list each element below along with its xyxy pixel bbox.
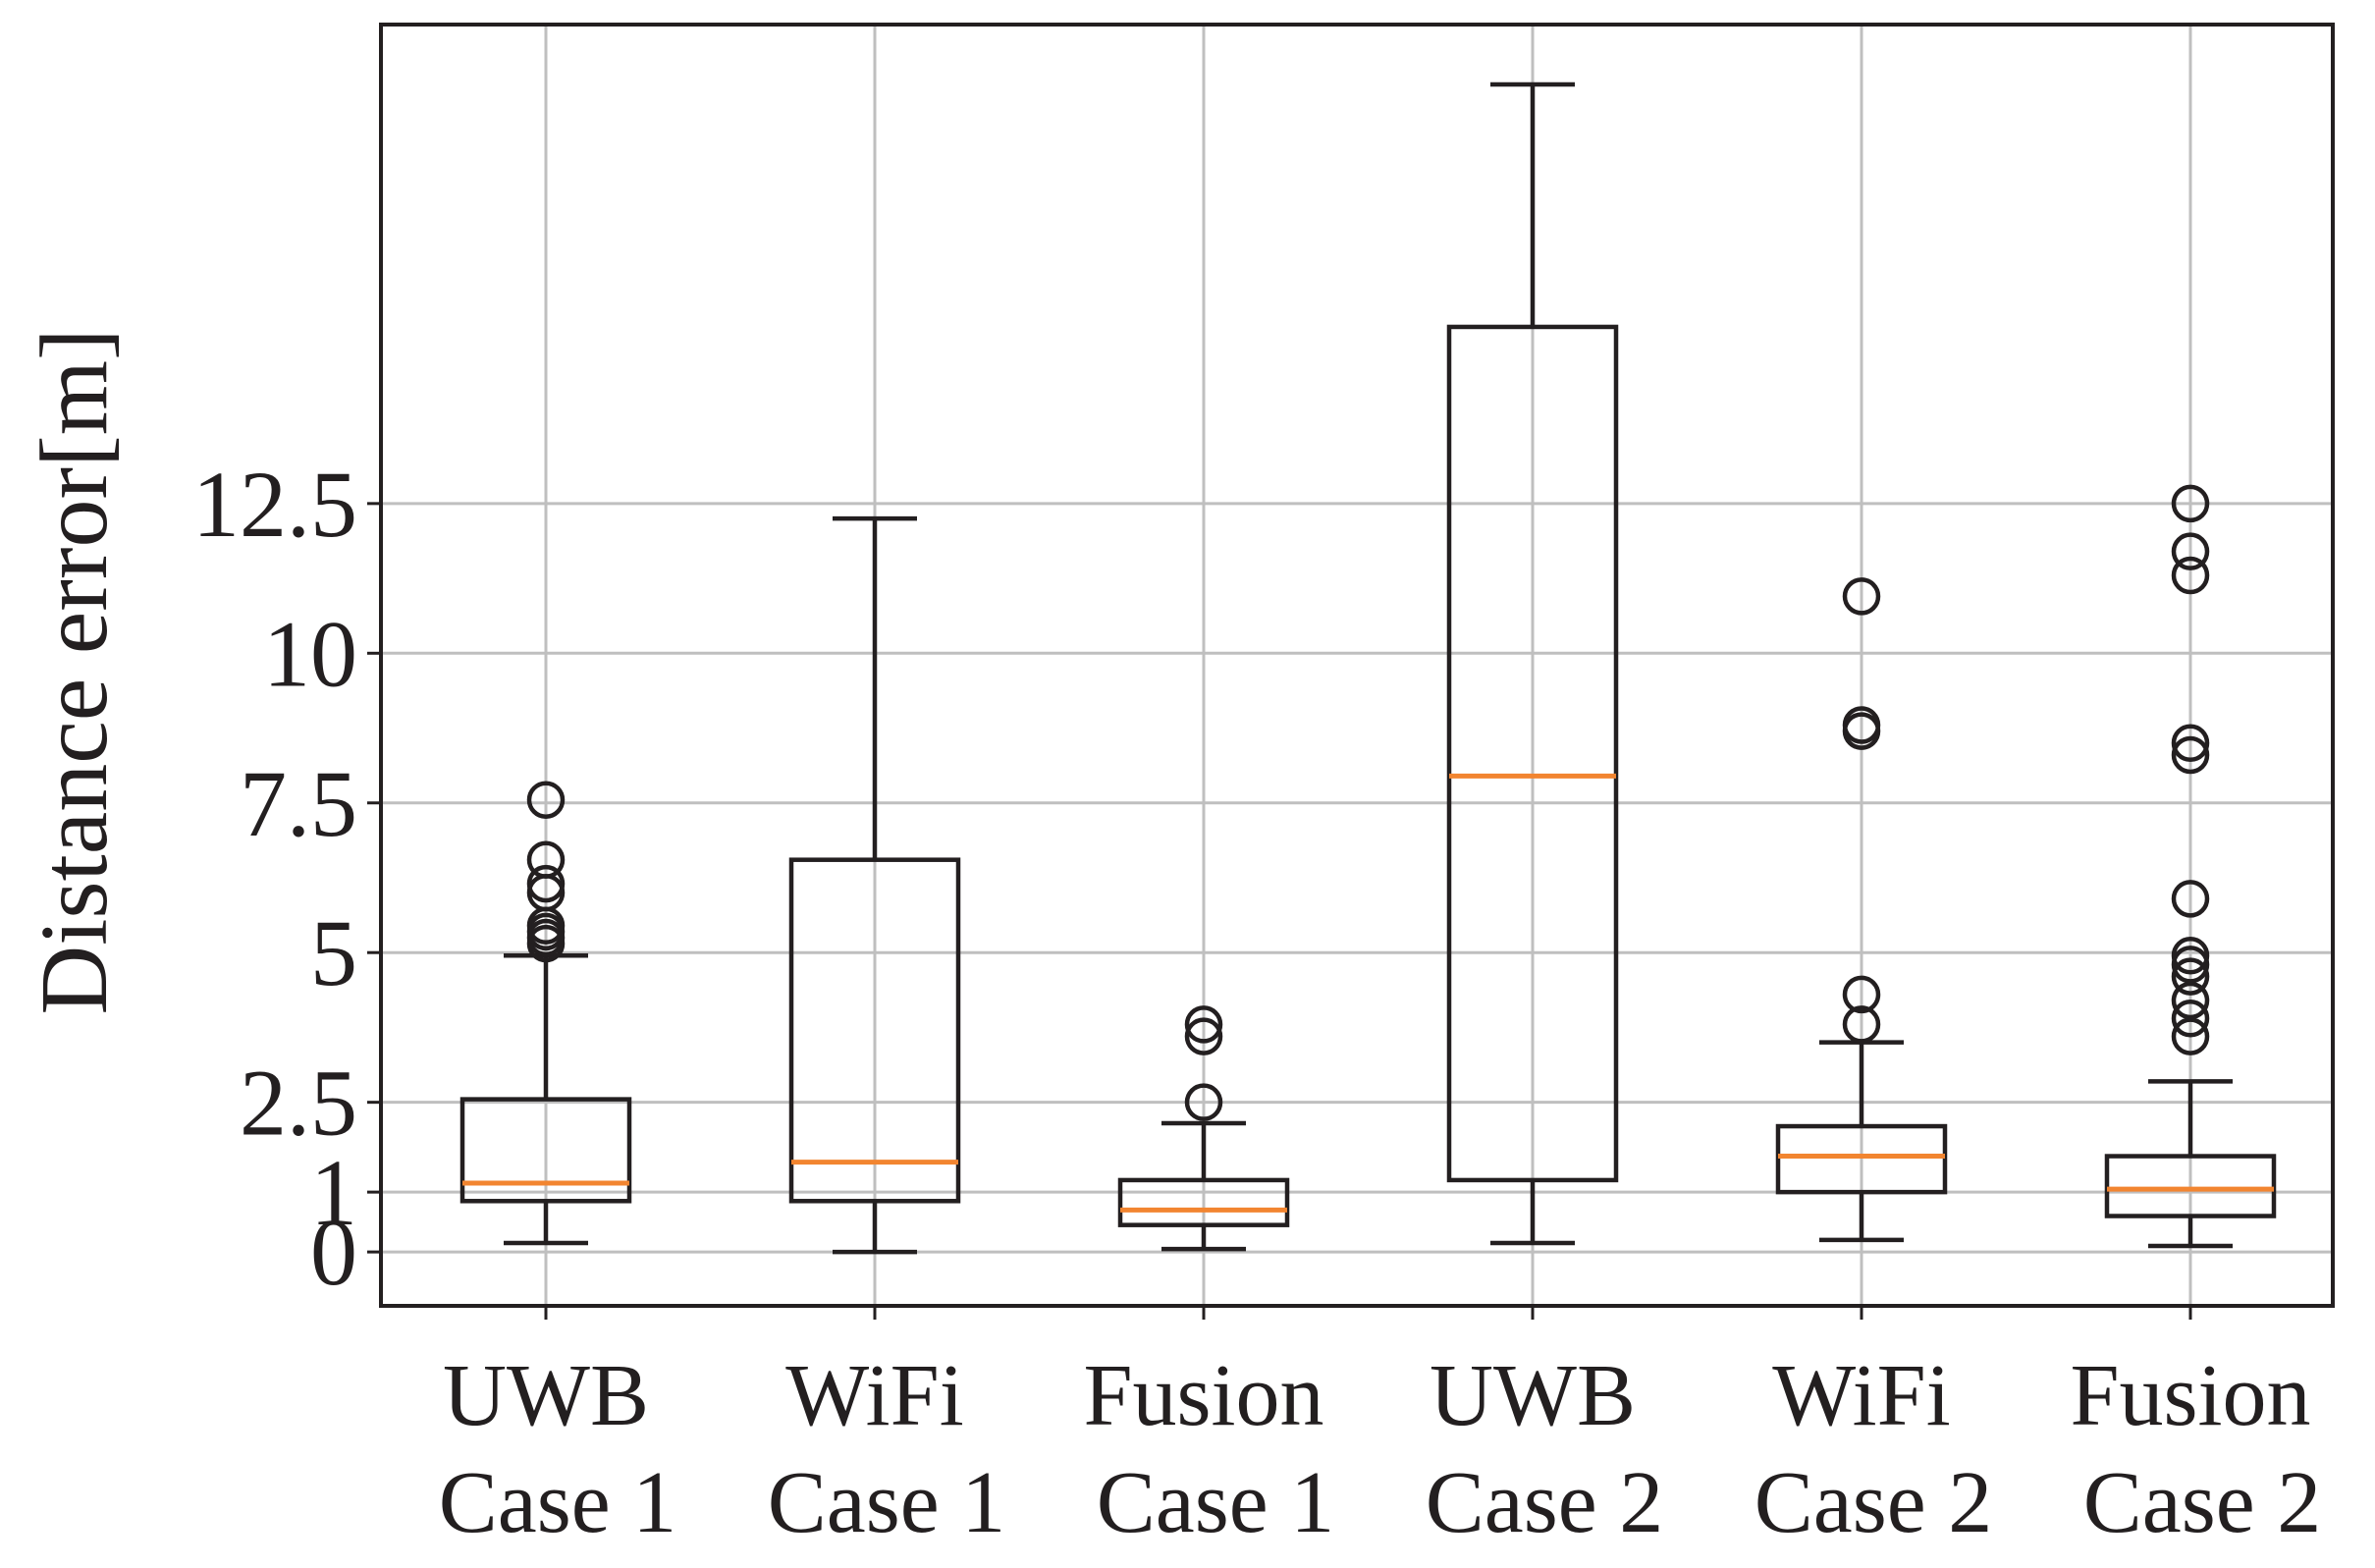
- outlier-point: [2171, 981, 2210, 1020]
- x-tick-label-line1: UWB: [1430, 1347, 1636, 1444]
- outlier-point: [2171, 1000, 2210, 1038]
- plot-frame: [379, 23, 2335, 1308]
- y-axis-title: Distance error[m]: [22, 328, 128, 1014]
- outlier-point: [526, 864, 566, 903]
- x-tick-label-line1: WiFi: [785, 1347, 963, 1444]
- label-layer: UWB Case 1 WiFi Case 1 Fusion Case 1 UWB Case 2…: [439, 1347, 2321, 1551]
- iqr-box: [788, 857, 961, 1204]
- outlier-point: [2171, 556, 2210, 595]
- outlier-point: [526, 781, 566, 819]
- box-layer: [459, 81, 2277, 1255]
- y-tick-label: 7.5: [240, 751, 357, 856]
- x-tick-label-line1: Fusion: [1083, 1347, 1323, 1444]
- outlier-point: [2171, 724, 2210, 763]
- x-tick-label-line2: Case 2: [1426, 1454, 1663, 1551]
- box-wifi-case2: [1775, 577, 1948, 1243]
- outlier-point: [1842, 577, 1881, 616]
- box-fusion-case1: [1117, 1005, 1290, 1252]
- y-tick-label: 1: [310, 1140, 357, 1245]
- x-tick-label-line2: Case 2: [2083, 1454, 2321, 1551]
- y-tick-label: 10: [263, 601, 357, 706]
- x-tick-label-line2: Case 1: [768, 1454, 1005, 1551]
- box-uwb-case1: [459, 781, 632, 1246]
- x-tick-label-line1: WiFi: [1772, 1347, 1950, 1444]
- x-tick-label-line2: Case 1: [439, 1454, 676, 1551]
- outlier-point: [1184, 1017, 1223, 1055]
- outlier-point: [2171, 880, 2210, 918]
- outlier-point: [2171, 735, 2210, 775]
- iqr-box: [459, 1097, 632, 1204]
- outlier-point: [2171, 484, 2210, 523]
- box-uwb-case2: [1446, 81, 1619, 1246]
- grid-layer: [381, 25, 2333, 1306]
- iqr-box: [1446, 324, 1619, 1183]
- outlier-point: [2171, 1017, 2210, 1055]
- outlier-point: [1184, 1083, 1223, 1121]
- outlier-point: [2171, 532, 2210, 570]
- y-tick-label: 2.5: [240, 1051, 357, 1156]
- x-tick-label-line2: Case 2: [1754, 1454, 1992, 1551]
- y-tick-label: 0: [310, 1200, 357, 1305]
- iqr-box: [2104, 1154, 2277, 1218]
- outlier-point: [1842, 706, 1881, 744]
- y-tick-label: 12.5: [192, 452, 357, 557]
- y-tick-label: 5: [310, 900, 357, 1005]
- outlier-point: [1842, 1005, 1881, 1044]
- outlier-point: [2171, 946, 2210, 984]
- outlier-point: [526, 840, 566, 879]
- outlier-point: [2171, 937, 2210, 975]
- iqr-box: [1117, 1177, 1290, 1227]
- x-tick-label-line1: Fusion: [2070, 1347, 2310, 1444]
- box-wifi-case1: [788, 515, 961, 1255]
- iqr-box: [1775, 1123, 1948, 1195]
- x-tick-label-line2: Case 1: [1097, 1454, 1334, 1551]
- outlier-point: [1842, 975, 1881, 1014]
- x-tick-label-line1: UWB: [443, 1347, 649, 1444]
- outlier-point: [1184, 1005, 1223, 1044]
- outlier-point: [2171, 957, 2210, 996]
- box-fusion-case2: [2104, 484, 2277, 1249]
